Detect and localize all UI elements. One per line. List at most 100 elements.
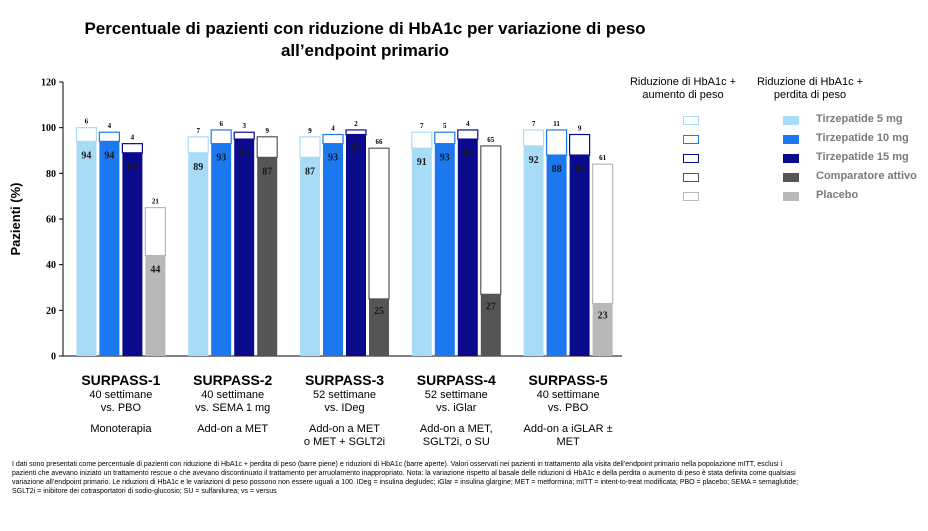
y-tick-label: 80 <box>46 169 56 180</box>
data-label-weight-gain: 66 <box>376 138 384 146</box>
data-label-weight-loss: 87 <box>262 166 272 177</box>
bar-weight-gain <box>345 129 367 136</box>
bar-weight-loss <box>346 134 366 356</box>
trial-name: SURPASS-1 <box>81 372 161 388</box>
bar-weight-loss <box>300 157 320 356</box>
data-label-weight-gain: 5 <box>443 122 447 130</box>
legend-header-open: Riduzione di HbA1c + aumento di peso <box>629 76 737 101</box>
bar-weight-loss <box>323 143 343 356</box>
bar-weight-gain <box>121 143 144 154</box>
y-tick-label: 0 <box>51 352 56 363</box>
bar-weight-loss <box>257 157 278 356</box>
trial-subtitle: vs. PBO <box>547 402 589 414</box>
data-label-weight-loss: 88 <box>552 164 562 175</box>
bar-weight-loss <box>434 143 455 356</box>
data-label-weight-gain: 21 <box>152 198 160 206</box>
trial-name: SURPASS-4 <box>416 372 496 388</box>
trial-caption: SURPASS-1 40 settimane vs. PBO Monoterapia <box>57 372 185 436</box>
legend-label: Tirzepatide 15 mg <box>816 151 909 163</box>
legend-label: Tirzepatide 5 mg <box>816 113 903 125</box>
y-tick-label: 120 <box>41 78 56 89</box>
legend-swatch-filled <box>783 192 799 201</box>
data-label-weight-gain: 6 <box>85 118 89 126</box>
data-label-weight-loss: 92 <box>529 155 539 166</box>
legend-header-filled: Riduzione di HbA1c + perdita di peso <box>756 76 864 101</box>
legend-swatch-filled <box>783 135 799 144</box>
trial-caption: SURPASS-4 52 settimane vs. iGlar Add-on a M… <box>392 372 520 449</box>
trial-background-therapy: SGLT2i, o SU <box>422 436 490 448</box>
bar-weight-loss <box>76 141 97 356</box>
bar-weight-gain <box>144 206 166 257</box>
data-label-weight-loss: 88 <box>575 164 585 175</box>
bar-weight-gain <box>187 136 209 154</box>
trial-caption: SURPASS-2 40 settimane vs. SEMA 1 mg Add-on… <box>169 372 297 436</box>
y-tick-label: 100 <box>41 123 56 134</box>
bar-weight-loss <box>145 255 166 356</box>
legend-label: Comparatore attivo <box>816 170 917 182</box>
bar-weight-gain <box>457 129 479 140</box>
bar-weight-gain <box>233 131 255 140</box>
bar-weight-gain <box>299 136 321 158</box>
bar-weight-gain <box>434 131 456 145</box>
data-label-weight-loss: 44 <box>150 265 160 276</box>
data-label-weight-gain: 9 <box>578 125 582 133</box>
trial-subtitle: 52 settimane <box>424 389 488 401</box>
data-label-weight-gain: 7 <box>532 120 536 128</box>
data-label-weight-loss: 93 <box>440 153 450 164</box>
trial-background-therapy: Add-on a iGLAR ± <box>523 423 613 435</box>
legend-swatch-open <box>683 135 699 144</box>
trial-background-therapy: o MET + SGLT2i <box>303 436 386 448</box>
bar-weight-gain <box>98 131 121 142</box>
data-label-weight-loss: 91 <box>417 157 427 168</box>
bar-weight-loss <box>188 152 209 356</box>
bar-weight-loss <box>592 303 613 356</box>
legend-swatch-open <box>683 173 699 182</box>
trial-subtitle: vs. iGlar <box>436 402 477 414</box>
legend-swatch-filled <box>783 154 799 163</box>
bar-weight-gain <box>411 131 433 149</box>
bar-weight-loss <box>411 148 432 356</box>
footnote: I dati sono presentati come percentuale … <box>12 461 799 495</box>
y-tick-label: 40 <box>46 260 56 271</box>
data-label-weight-gain: 3 <box>242 122 246 130</box>
data-label-weight-gain: 61 <box>599 154 607 162</box>
data-label-weight-loss: 89 <box>193 162 203 173</box>
bar-weight-gain <box>545 129 568 156</box>
bar-weight-loss <box>234 139 255 356</box>
bar-weight-gain <box>591 163 614 305</box>
data-label-weight-loss: 27 <box>486 301 496 312</box>
data-label-weight-loss: 94 <box>104 150 114 161</box>
data-label-weight-gain: 2 <box>354 120 358 128</box>
data-label-weight-gain: 4 <box>108 122 112 130</box>
data-label-weight-gain: 4 <box>466 120 470 128</box>
y-tick-label: 60 <box>46 215 56 226</box>
bar-weight-gain <box>480 145 502 295</box>
bar-weight-loss <box>457 139 478 356</box>
bar-weight-loss <box>480 294 501 356</box>
data-label-weight-loss: 93 <box>328 153 338 164</box>
data-label-weight-loss: 97 <box>351 144 361 155</box>
y-tick-label: 20 <box>46 306 56 317</box>
trial-caption: SURPASS-5 40 settimane vs. PBO Add-on a iGL… <box>504 372 632 449</box>
trial-subtitle: 40 settimane <box>201 389 265 401</box>
trial-background-therapy: Add-on a MET <box>309 423 380 435</box>
bar-weight-loss <box>523 145 544 356</box>
data-label-weight-gain: 11 <box>553 120 560 128</box>
trial-subtitle: 40 settimane <box>89 389 153 401</box>
data-label-weight-gain: 9 <box>308 127 312 135</box>
trial-background-therapy: Add-on a MET, <box>419 423 493 435</box>
data-label-weight-loss: 95 <box>463 148 473 159</box>
data-label-weight-gain: 9 <box>265 127 269 135</box>
data-label-weight-loss: 93 <box>216 153 226 164</box>
legend-swatch-filled <box>783 116 799 125</box>
chart-title: Percentuale di pazienti con riduzione di… <box>84 19 646 60</box>
bar-weight-loss <box>546 155 567 356</box>
bar-weight-loss <box>211 143 232 356</box>
trial-name: SURPASS-5 <box>528 372 608 388</box>
trial-subtitle: 52 settimane <box>313 389 376 401</box>
legend-swatch-open <box>683 154 699 163</box>
bar-weight-loss <box>569 155 590 356</box>
bar-weight-gain <box>522 129 545 147</box>
legend-swatch-filled <box>783 173 799 182</box>
